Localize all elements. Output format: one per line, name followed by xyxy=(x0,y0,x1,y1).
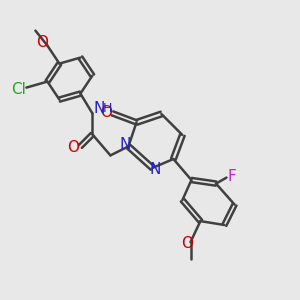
Text: N: N xyxy=(119,137,130,152)
Text: N: N xyxy=(150,162,161,177)
Text: N: N xyxy=(93,101,105,116)
Text: O: O xyxy=(68,140,80,155)
Text: F: F xyxy=(227,169,236,184)
Text: H: H xyxy=(103,102,112,115)
Text: O: O xyxy=(100,105,112,120)
Text: O: O xyxy=(182,236,194,251)
Text: Cl: Cl xyxy=(11,82,26,97)
Text: O: O xyxy=(36,35,48,50)
